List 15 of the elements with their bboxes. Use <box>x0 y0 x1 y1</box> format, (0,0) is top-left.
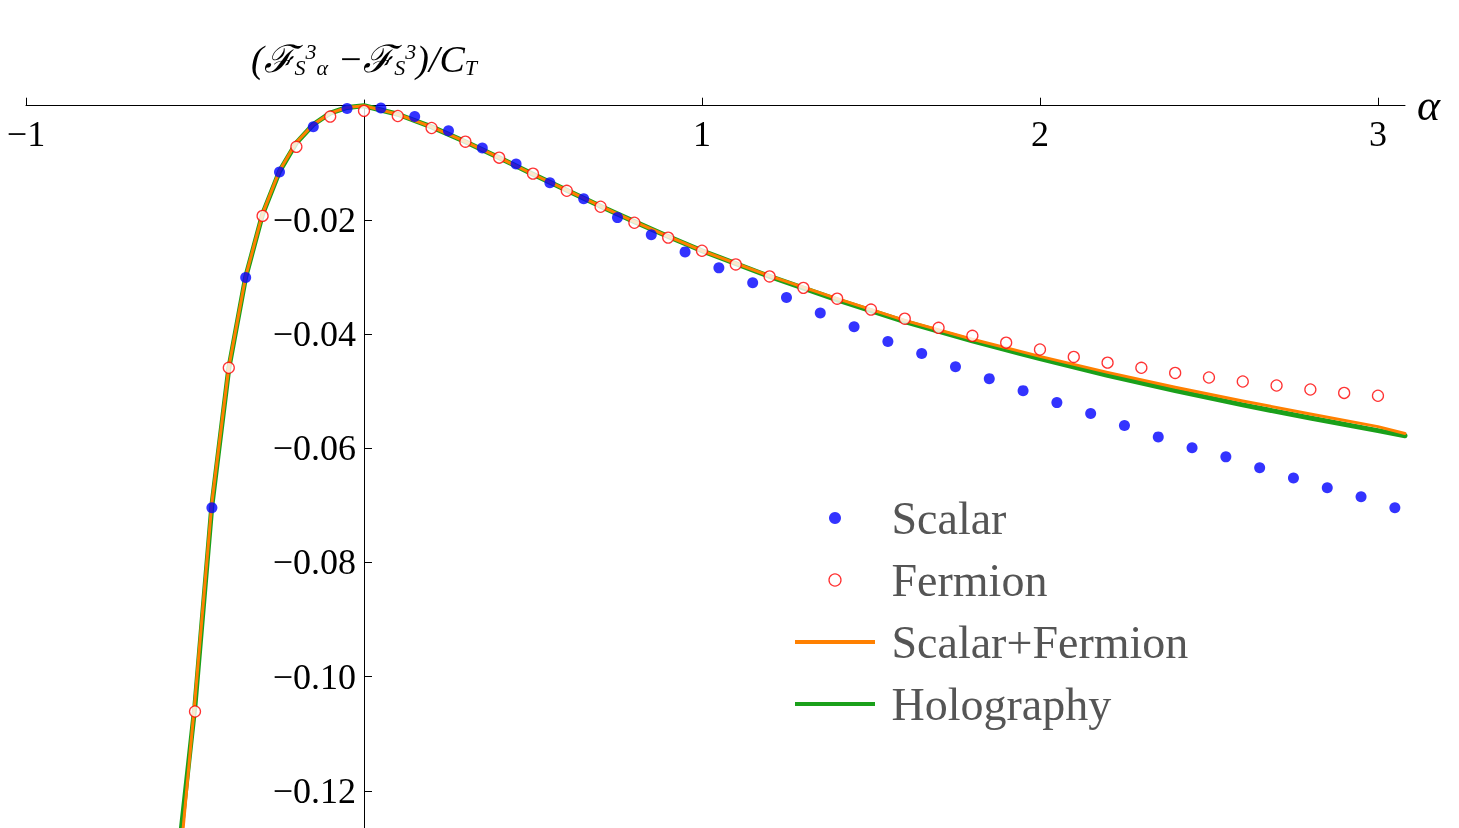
x-tick-label: −1 <box>6 113 46 154</box>
y-tick-label: −0.10 <box>272 656 356 697</box>
y-tick-label: −0.12 <box>272 770 356 811</box>
y-tick-label: −0.02 <box>272 199 356 240</box>
x-tick-label: 1 <box>692 113 711 154</box>
x-tick-label: 2 <box>1030 113 1049 154</box>
legend-label: Scalar <box>880 492 1007 544</box>
y-tick-label: −0.04 <box>272 314 356 355</box>
legend-label: Holography <box>880 678 1112 730</box>
y-tick-label: −0.08 <box>272 542 356 583</box>
y-tick-label: −0.06 <box>272 428 356 469</box>
x-tick-label: 3 <box>1368 113 1387 154</box>
legend-label: Scalar+Fermion <box>880 616 1189 668</box>
legend-label: Fermion <box>880 554 1048 606</box>
x-axis-title: α <box>1417 81 1441 131</box>
